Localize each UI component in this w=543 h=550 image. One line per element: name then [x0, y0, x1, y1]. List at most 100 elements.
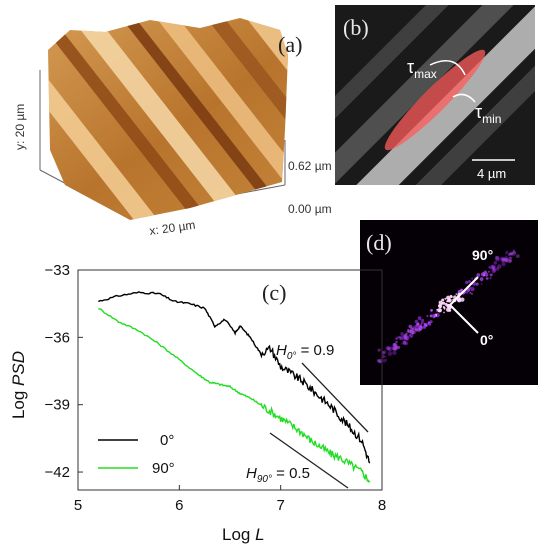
tau-max-label: τmax [407, 57, 437, 81]
fft-point [482, 273, 486, 276]
y-tick-label: −42 [45, 464, 70, 481]
fft-point [385, 359, 388, 361]
fft-point [433, 315, 436, 318]
fft-point [377, 348, 381, 352]
hurst-90-annotation: H90° = 0.5 [246, 465, 310, 485]
fft-point [376, 359, 380, 363]
fft-point [430, 308, 433, 312]
legend-label-90: 90° [152, 460, 175, 477]
fft-panel: (d) 90° 0° [360, 220, 538, 385]
psd-legend: 0° 90° [98, 432, 175, 477]
panel-a-label: (a) [278, 32, 302, 57]
fft-point [462, 293, 465, 296]
fft-point [515, 254, 520, 258]
fft-point [512, 250, 516, 254]
axis-90-line [449, 276, 479, 306]
fft-point [388, 348, 390, 351]
psd-axes: 5 6 7 8 −33 −36 −39 −42 [45, 262, 387, 514]
fft-point [509, 256, 511, 258]
fft-point [398, 336, 401, 339]
fft-point [505, 257, 508, 260]
fft-point [480, 283, 483, 285]
fft-point [502, 257, 507, 262]
autocorrelation-stripes [335, 5, 535, 185]
fft-point [443, 311, 445, 314]
fft-point [446, 304, 450, 308]
x-tick-label: 8 [378, 497, 386, 514]
fft-point [489, 277, 492, 280]
fft-point [419, 327, 422, 330]
x-axis-label: Log L [222, 525, 265, 544]
fft-point [395, 348, 397, 351]
fft-point [429, 314, 433, 318]
fft-point [382, 359, 387, 363]
fft-point [406, 336, 408, 338]
fft-point [501, 257, 506, 262]
fft-point [387, 351, 393, 356]
fft-point [505, 253, 507, 255]
fft-point [400, 343, 403, 345]
fft-point [397, 346, 400, 349]
fft-background [360, 220, 538, 385]
psd-line-1 [98, 308, 371, 483]
fft-point [420, 318, 425, 323]
fft-point [446, 295, 451, 300]
afm-z-max-label: 0.62 µm [288, 159, 332, 173]
fft-point [509, 259, 512, 263]
afm-y-label: y: 20 µm [13, 104, 27, 150]
fft-point [491, 264, 496, 270]
fft-point [448, 309, 452, 312]
slope-guide-0 [301, 362, 369, 433]
fft-point [438, 304, 441, 308]
fft-point [436, 310, 438, 313]
fft-point [449, 299, 451, 302]
fft-point [469, 286, 472, 289]
plot-frame [77, 269, 383, 491]
fft-point [383, 350, 387, 354]
angle-90-label: 90° [472, 247, 493, 263]
fft-point [501, 261, 506, 267]
fft-point [406, 337, 410, 341]
fft-point [437, 308, 442, 313]
fft-point [442, 301, 446, 305]
fft-point [377, 359, 382, 363]
fft-point [508, 256, 512, 261]
fft-point [504, 258, 509, 263]
fft-point [450, 295, 453, 298]
autocorrelation-ellipse [384, 49, 486, 151]
fft-point [512, 249, 515, 252]
fft-point [486, 277, 489, 280]
y-tick-label: −36 [45, 329, 70, 346]
fft-point [395, 337, 398, 340]
fft-point [414, 319, 419, 324]
fft-point [491, 268, 496, 274]
afm-ridge [193, 18, 288, 220]
fft-point [511, 257, 513, 259]
fft-point [386, 346, 391, 351]
fft-point [400, 335, 404, 339]
afm-ridge [68, 18, 288, 220]
fft-point [489, 273, 493, 277]
legend-label-0: 0° [160, 432, 174, 449]
fft-point [395, 340, 398, 344]
fft-point [422, 325, 427, 330]
fft-point [444, 297, 447, 300]
fft-point [460, 297, 465, 302]
fft-point [427, 321, 430, 324]
autocorrelation-panel: (b) τmax τmin 4 µm [335, 5, 535, 185]
fft-point [413, 331, 416, 334]
fft-point [387, 347, 393, 352]
afm-ridge [48, 18, 288, 220]
fft-point [493, 261, 497, 265]
fft-point [404, 341, 408, 346]
fft-point [514, 252, 517, 255]
fft-point [381, 351, 386, 355]
fft-point [465, 280, 469, 285]
fft-point [507, 259, 512, 264]
fft-point [510, 252, 513, 256]
fft-point [505, 250, 509, 254]
fft-point [504, 256, 509, 261]
fft-point [417, 316, 422, 321]
fft-point [442, 306, 445, 308]
fft-point [483, 270, 487, 274]
